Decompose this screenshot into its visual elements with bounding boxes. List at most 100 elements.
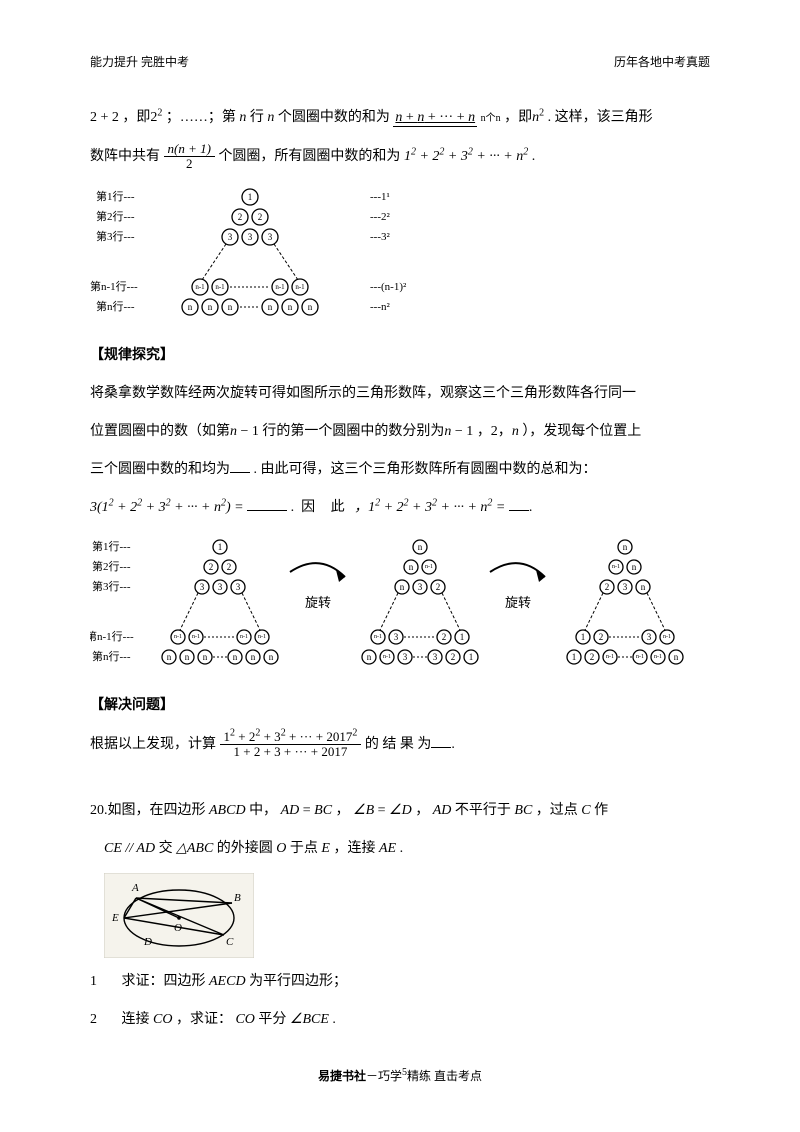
section-title-2: 【解决问题】 <box>90 692 710 720</box>
triangle-3: n n-1 n 2 3 n 1 2 3 n-1 1 2 n-1 n-1 n-1 … <box>567 540 683 664</box>
sec1-p3: 三个圆圈中数的和均为 . 由此可得，这三个三角形数阵所有圆圈中数的总和为： <box>90 456 710 484</box>
svg-text:n-1: n-1 <box>636 654 644 660</box>
triangle-1: 1 2 2 3 3 3 n-1 n-1 n-1 n-1 n n n n n n <box>162 540 278 664</box>
row1-r: ---1¹ <box>370 191 390 203</box>
q20-e: ，过点 <box>536 803 578 818</box>
blank-2 <box>247 496 287 511</box>
q20-l2a: CE // AD <box>104 841 155 856</box>
svg-text:O: O <box>174 922 182 934</box>
svg-text:3: 3 <box>403 652 408 662</box>
q20-E: E <box>321 841 330 856</box>
q20-eq1l: AD <box>281 803 300 818</box>
header-left: 能力提升 完胜中考 <box>90 50 189 74</box>
svg-text:2: 2 <box>451 652 456 662</box>
svg-text:A: A <box>131 882 139 894</box>
svg-text:2: 2 <box>590 652 595 662</box>
q20-2-g: . <box>332 1012 336 1027</box>
svg-text:B: B <box>234 892 241 904</box>
frac1-num: n(n + 1) <box>164 142 215 157</box>
svg-text:3: 3 <box>647 632 652 642</box>
footer-a: 易捷书社 <box>318 1069 366 1083</box>
svg-text:E: E <box>111 912 119 924</box>
q20-2-f: ∠BCE <box>290 1012 329 1027</box>
figure-ellipse: A E B O C D <box>104 873 710 958</box>
page-footer: 易捷书社－巧学5精练 直击考点 <box>90 1064 710 1088</box>
q20-sub1: 1 求证：四边形 AECD 为平行四边形； <box>90 968 710 996</box>
q20-ad2: AD <box>433 803 452 818</box>
svg-text:1: 1 <box>460 632 465 642</box>
q20-b: 中， <box>249 803 277 818</box>
svg-text:n-1: n-1 <box>606 654 614 660</box>
q20-abcd: ABCD <box>209 803 246 818</box>
rotation-arrow-2: 旋转 <box>490 563 545 610</box>
svg-text:n: n <box>288 302 293 312</box>
svg-text:n-1: n-1 <box>654 654 662 660</box>
page-header: 能力提升 完胜中考 历年各地中考真题 <box>90 50 710 74</box>
q20-num: 20. <box>90 803 108 818</box>
formula-1: 3(12 + 22 + 32 + ··· + n2) = . 因 此 ，12 +… <box>90 494 710 522</box>
svg-text:旋转: 旋转 <box>505 595 531 610</box>
svg-text:n: n <box>641 582 646 592</box>
figure-triangle-rotation: 第1行--- 第2行--- 第3行--- 第n-1行--- 第n行--- 1 2… <box>90 532 710 682</box>
footer-d: 精练 直击考点 <box>407 1069 482 1083</box>
paragraph-1: 2 + 2 ，即22 ；……；第 n 行 n 个圆圈中数的和为 n + n + … <box>90 104 710 132</box>
blank-1 <box>230 458 250 473</box>
q20-1-c: 为平行四边形； <box>249 974 347 989</box>
q20-2-c: ，求证： <box>176 1012 232 1027</box>
svg-text:3: 3 <box>200 582 205 592</box>
svg-text:3: 3 <box>623 582 628 592</box>
rown1-label: 第n-1行--- <box>90 279 138 293</box>
q20-1-n: 1 <box>90 974 97 989</box>
q20-2-a: 连接 <box>122 1012 150 1027</box>
p1-t6: . 这样，该三角形 <box>548 110 653 125</box>
svg-text:旋转: 旋转 <box>305 595 331 610</box>
q20-l2d: 的外接圆 <box>217 841 273 856</box>
svg-text:2: 2 <box>599 632 604 642</box>
q20-c1: ， <box>336 803 350 818</box>
sec1-p1: 将桑拿数学数阵经两次旋转可得如图所示的三角形数阵，观察这三个三角形数阵各行同一 <box>90 380 710 408</box>
underbrace-label: n个n <box>481 113 501 124</box>
q20-2-b: CO <box>153 1012 172 1027</box>
svg-text:第n-1行---: 第n-1行--- <box>90 629 134 643</box>
svg-text:n: n <box>269 652 274 662</box>
svg-text:n: n <box>167 652 172 662</box>
rown-label: 第n行--- <box>96 299 135 313</box>
blank-4 <box>431 733 451 748</box>
q20-bc2: BC <box>514 803 532 818</box>
fraction-1: n(n + 1) 2 <box>164 142 215 172</box>
sec1-p3a: 三个圆圈中数的和均为 <box>90 462 230 477</box>
svg-text:n-1: n-1 <box>195 283 205 291</box>
p1-t4: 个圆圈中数的和为 <box>278 110 390 125</box>
formula1-lhs: 3(12 + 22 + 32 + ··· + n2) = <box>90 500 247 515</box>
svg-text:3: 3 <box>418 582 423 592</box>
p1-t3: 行 <box>250 110 264 125</box>
svg-text:n: n <box>208 302 213 312</box>
q20-d: 不平行于 <box>455 803 511 818</box>
q20-1-a: 求证：四边形 <box>122 974 206 989</box>
svg-text:n: n <box>233 652 238 662</box>
p1-t1: 2 + 2 ，即 <box>90 110 150 125</box>
paragraph-2: 数阵中共有 n(n + 1) 2 个圆圈，所有圆圈中数的和为 12 + 22 +… <box>90 142 710 172</box>
svg-text:n-1: n-1 <box>174 634 182 640</box>
q20-line1: 20.如图，在四边形 ABCD 中， AD = BC ， ∠B = ∠D ， A… <box>90 797 710 825</box>
section-title-1: 【规律探究】 <box>90 342 710 370</box>
svg-text:3: 3 <box>218 582 223 592</box>
p1-n2: n <box>267 110 274 125</box>
svg-text:n: n <box>674 652 679 662</box>
row3-r: ---3² <box>370 231 390 243</box>
blank-3 <box>509 496 529 511</box>
q20-sub2: 2 连接 CO ，求证： CO 平分 ∠BCE . <box>90 1006 710 1034</box>
header-right: 历年各地中考真题 <box>614 50 710 74</box>
q20-a: 如图，在四边形 <box>108 803 206 818</box>
p1-t5: ，即 <box>504 110 532 125</box>
svg-text:2: 2 <box>258 212 263 222</box>
svg-text:n: n <box>228 302 233 312</box>
svg-text:2: 2 <box>209 562 214 572</box>
svg-text:第2行---: 第2行--- <box>92 559 131 573</box>
svg-text:n-1: n-1 <box>663 634 671 640</box>
q20-O: O <box>276 841 286 856</box>
svg-text:n-1: n-1 <box>215 283 225 291</box>
underbrace: n + n + ··· + n n个n <box>393 111 500 125</box>
sec1-p2b: 行的第一个圆圈中的数分别为 <box>262 424 444 439</box>
svg-text:n: n <box>188 302 193 312</box>
